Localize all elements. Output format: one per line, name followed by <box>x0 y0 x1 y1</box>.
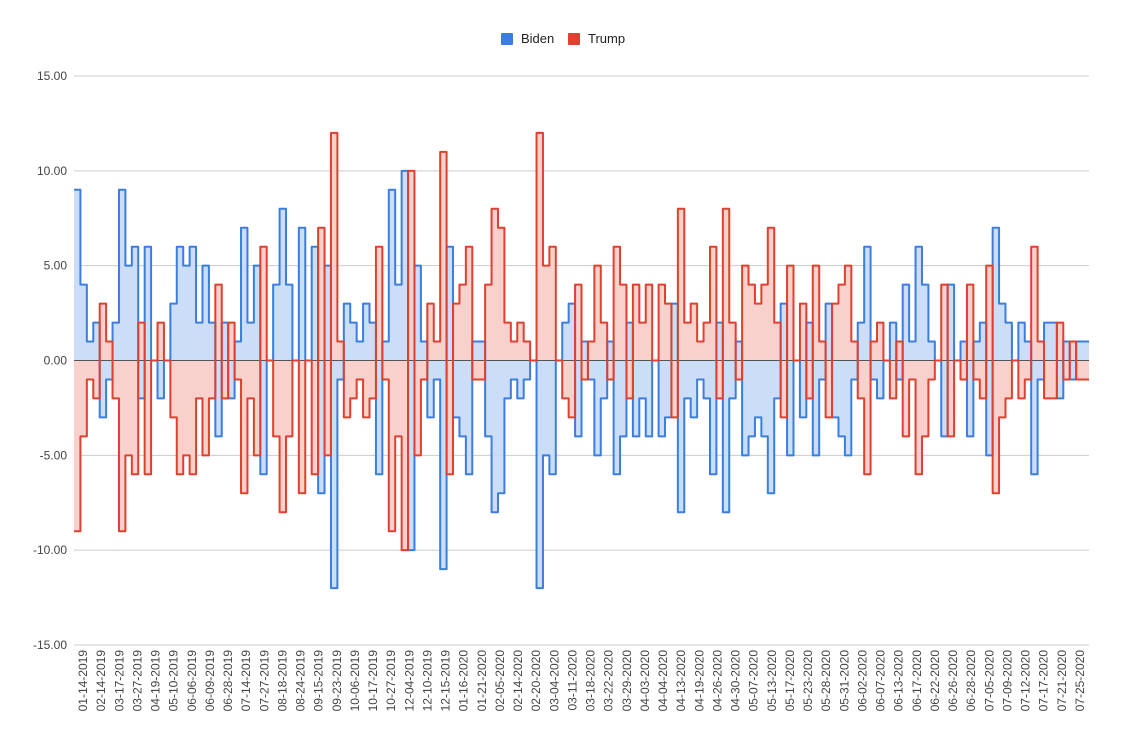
x-tick-label: 07-21-2020 <box>1055 650 1069 712</box>
x-tick-label: 05-28-2020 <box>819 650 833 712</box>
y-tick-label: -10.00 <box>33 543 67 557</box>
x-tick-label: 06-13-2020 <box>892 650 906 712</box>
x-tick-label: 03-18-2020 <box>584 650 598 712</box>
x-tick-label: 12-10-2019 <box>420 650 434 712</box>
x-tick-label: 03-04-2020 <box>547 650 561 712</box>
y-tick-label: 0.00 <box>44 354 68 368</box>
x-tick-label: 01-16-2020 <box>457 650 471 712</box>
x-tick-label: 06-02-2020 <box>855 650 869 712</box>
x-tick-label: 03-17-2019 <box>112 650 126 712</box>
x-tick-label: 06-17-2020 <box>910 650 924 712</box>
x-tick-label: 02-14-2019 <box>94 650 108 712</box>
x-tick-label: 01-21-2020 <box>475 650 489 712</box>
x-tick-label: 06-22-2020 <box>928 650 942 712</box>
x-tick-label: 09-15-2019 <box>312 650 326 712</box>
x-tick-label: 03-29-2020 <box>620 650 634 712</box>
x-tick-label: 09-23-2019 <box>330 650 344 712</box>
x-tick-label: 03-22-2020 <box>602 650 616 712</box>
x-tick-label: 06-09-2019 <box>203 650 217 712</box>
x-tick-label: 07-09-2020 <box>1000 650 1014 712</box>
x-tick-label: 02-20-2020 <box>529 650 543 712</box>
x-tick-label: 04-04-2020 <box>656 650 670 712</box>
y-axis: 15.00 10.00 5.00 0.00 -5.00 -10.00 -15.00 <box>33 69 67 652</box>
x-tick-label: 12-15-2019 <box>439 650 453 712</box>
legend-trump-label: Trump <box>588 31 625 46</box>
x-tick-label: 05-31-2020 <box>837 650 851 712</box>
x-tick-label: 04-03-2020 <box>638 650 652 712</box>
legend-biden-label: Biden <box>521 31 554 46</box>
x-tick-label: 05-07-2020 <box>747 650 761 712</box>
legend: Biden Trump <box>501 31 625 46</box>
x-tick-label: 02-05-2020 <box>493 650 507 712</box>
x-tick-label: 08-24-2019 <box>294 650 308 712</box>
x-tick-label: 07-05-2020 <box>982 650 996 712</box>
legend-trump-swatch <box>568 33 580 45</box>
x-tick-label: 04-19-2019 <box>149 650 163 712</box>
y-tick-label: 10.00 <box>37 164 67 178</box>
x-tick-label: 04-13-2020 <box>674 650 688 712</box>
x-tick-label: 06-26-2020 <box>946 650 960 712</box>
x-tick-label: 12-04-2019 <box>402 650 416 712</box>
x-tick-label: 06-28-2019 <box>221 650 235 712</box>
trump-line <box>74 131 1089 552</box>
x-tick-label: 07-14-2019 <box>239 650 253 712</box>
x-tick-label: 02-14-2020 <box>511 650 525 712</box>
x-tick-label: 04-19-2020 <box>692 650 706 712</box>
x-tick-label: 07-17-2020 <box>1037 650 1051 712</box>
y-tick-label: 15.00 <box>37 69 67 83</box>
x-tick-label: 06-07-2020 <box>874 650 888 712</box>
x-tick-label: 06-28-2020 <box>964 650 978 712</box>
x-tick-label: 04-26-2020 <box>710 650 724 712</box>
x-tick-label: 10-17-2019 <box>366 650 380 712</box>
x-tick-label: 01-14-2019 <box>76 650 90 712</box>
x-tick-label: 03-27-2019 <box>130 650 144 712</box>
x-tick-label: 07-25-2020 <box>1073 650 1087 712</box>
x-tick-label: 05-23-2020 <box>801 650 815 712</box>
x-tick-label: 03-11-2020 <box>565 650 579 711</box>
y-tick-label: -15.00 <box>33 638 67 652</box>
x-tick-label: 10-06-2019 <box>348 650 362 712</box>
series-lines <box>74 131 1089 590</box>
x-axis: 01-14-2019 02-14-2019 03-17-2019 03-27-2019… <box>76 650 1087 712</box>
legend-biden-swatch <box>501 33 513 45</box>
x-tick-label: 06-06-2019 <box>185 650 199 712</box>
x-tick-label: 05-13-2020 <box>765 650 779 712</box>
x-tick-label: 07-27-2019 <box>257 650 271 712</box>
biden-line <box>74 169 1089 590</box>
y-tick-label: 5.00 <box>44 259 68 273</box>
x-tick-label: 08-18-2019 <box>275 650 289 712</box>
x-tick-label: 04-30-2020 <box>729 650 743 712</box>
x-tick-label: 07-12-2020 <box>1019 650 1033 712</box>
x-tick-label: 10-27-2019 <box>384 650 398 712</box>
y-tick-label: -5.00 <box>40 448 68 462</box>
x-tick-label: 05-10-2019 <box>167 650 181 712</box>
x-tick-label: 05-17-2020 <box>783 650 797 712</box>
